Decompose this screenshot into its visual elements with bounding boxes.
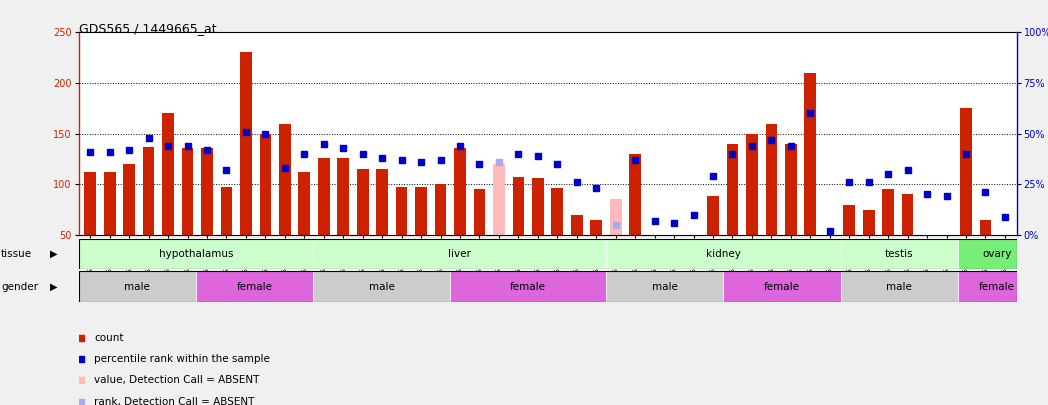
Bar: [143, 147, 154, 235]
Text: female: female: [764, 281, 800, 292]
Bar: [79, 271, 196, 302]
Bar: [551, 188, 563, 235]
Bar: [687, 235, 699, 255]
Bar: [435, 184, 446, 235]
Bar: [396, 187, 408, 235]
Bar: [999, 235, 1010, 265]
Text: count: count: [94, 333, 124, 343]
Bar: [606, 239, 840, 269]
Bar: [104, 172, 115, 235]
Bar: [765, 124, 778, 235]
Bar: [571, 215, 583, 235]
Bar: [318, 158, 330, 235]
Bar: [450, 271, 606, 302]
Bar: [941, 235, 953, 280]
Text: male: male: [125, 281, 150, 292]
Bar: [840, 239, 958, 269]
Bar: [196, 271, 313, 302]
Bar: [882, 190, 894, 235]
Bar: [79, 239, 313, 269]
Text: percentile rank within the sample: percentile rank within the sample: [94, 354, 270, 364]
Text: female: female: [510, 281, 546, 292]
Bar: [512, 177, 524, 235]
Bar: [85, 172, 96, 235]
Bar: [357, 169, 369, 235]
Bar: [279, 124, 290, 235]
Bar: [610, 200, 621, 235]
Bar: [726, 144, 738, 235]
Bar: [494, 164, 505, 235]
Bar: [824, 235, 835, 280]
Text: male: male: [652, 281, 678, 292]
Bar: [606, 271, 723, 302]
Bar: [313, 271, 450, 302]
Bar: [124, 164, 135, 235]
Text: ▶: ▶: [50, 281, 58, 292]
Bar: [958, 239, 1036, 269]
Bar: [201, 148, 213, 235]
Bar: [863, 210, 874, 235]
Text: kidney: kidney: [706, 249, 741, 259]
Text: tissue: tissue: [1, 249, 32, 259]
Text: value, Detection Call = ABSENT: value, Detection Call = ABSENT: [94, 375, 260, 385]
Bar: [590, 220, 602, 235]
Bar: [221, 187, 233, 235]
Text: ovary: ovary: [982, 249, 1011, 259]
Bar: [649, 235, 660, 265]
Text: female: female: [237, 281, 272, 292]
Bar: [337, 158, 349, 235]
Text: ▶: ▶: [50, 249, 58, 259]
Bar: [376, 169, 388, 235]
Bar: [415, 187, 427, 235]
Text: male: male: [887, 281, 912, 292]
Text: GDS565 / 1449665_at: GDS565 / 1449665_at: [79, 22, 216, 35]
Bar: [240, 52, 252, 235]
Bar: [260, 134, 271, 235]
Bar: [805, 73, 816, 235]
Text: female: female: [979, 281, 1016, 292]
Bar: [785, 144, 796, 235]
Bar: [181, 148, 194, 235]
Bar: [162, 113, 174, 235]
Bar: [299, 172, 310, 235]
Bar: [474, 190, 485, 235]
Bar: [980, 220, 991, 235]
Bar: [960, 108, 971, 235]
Bar: [532, 178, 544, 235]
Bar: [958, 271, 1036, 302]
Text: liver: liver: [449, 249, 472, 259]
Bar: [746, 134, 758, 235]
Text: gender: gender: [1, 281, 38, 292]
Bar: [921, 235, 933, 280]
Bar: [844, 205, 855, 235]
Text: rank, Detection Call = ABSENT: rank, Detection Call = ABSENT: [94, 397, 255, 405]
Text: testis: testis: [885, 249, 914, 259]
Bar: [454, 148, 466, 235]
Bar: [629, 154, 641, 235]
Text: male: male: [369, 281, 394, 292]
Bar: [723, 271, 840, 302]
Bar: [669, 235, 680, 273]
Bar: [901, 194, 914, 235]
Text: hypothalamus: hypothalamus: [158, 249, 233, 259]
Bar: [313, 239, 606, 269]
Bar: [707, 196, 719, 235]
Bar: [840, 271, 958, 302]
